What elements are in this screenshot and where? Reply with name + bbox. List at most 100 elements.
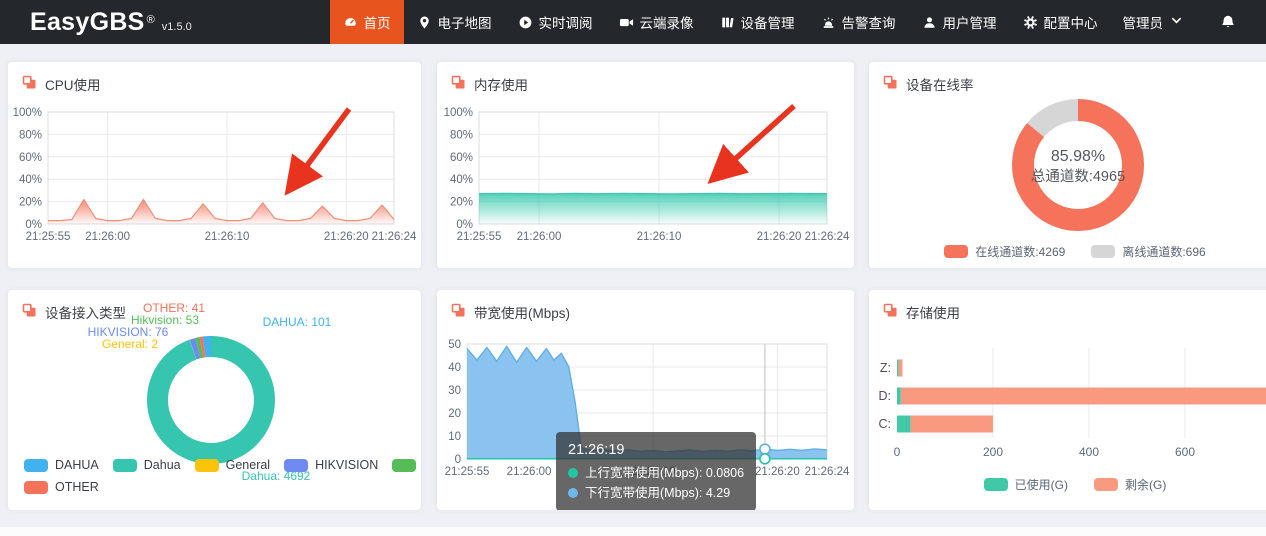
panel-icon [883, 303, 897, 317]
nav-item-2[interactable]: 实时调阅 [505, 0, 606, 44]
legend-type-item-2[interactable]: General [194, 458, 270, 472]
panel-title: 存储使用 [883, 302, 960, 322]
admin-menu[interactable]: 管理员 [1123, 12, 1185, 32]
svg-text:600: 600 [1175, 445, 1195, 459]
panel-title-icon [451, 303, 466, 321]
svg-text:20: 20 [448, 408, 461, 420]
panel-title-text: 设备在线率 [906, 78, 974, 93]
legend-type-item-1[interactable]: Dahua [112, 458, 181, 472]
memory-usage-panel: 内存使用 0% 20% 40% 60% 80% 100% 21:25:55 21:26:00 2… [437, 62, 854, 268]
legend-swatch [112, 458, 137, 472]
panel-title-text: 设备接入类型 [45, 306, 126, 321]
legend-swatch [24, 458, 48, 472]
svg-text:0%: 0% [456, 219, 473, 231]
user-icon [923, 16, 935, 28]
svg-text:200: 200 [983, 445, 1003, 459]
svg-text:21:26:10: 21:26:10 [631, 466, 676, 478]
map-pin-icon [419, 16, 429, 28]
svg-text:21:25:55: 21:25:55 [457, 231, 502, 243]
svg-text:21:25:55: 21:25:55 [445, 466, 490, 478]
storage-usage-chart[interactable]: 0 200 400 600 Z: D: C: [869, 334, 1266, 479]
svg-text:10: 10 [448, 431, 461, 443]
alarm-icon [823, 17, 833, 28]
svg-text:21:26:24: 21:26:24 [372, 231, 417, 243]
nav-item-3[interactable]: 云端录像 [606, 0, 707, 44]
panel-title-icon [883, 75, 898, 93]
svg-text:21:26:20: 21:26:20 [755, 466, 800, 478]
legend-online-item-0[interactable]: 在线通道数:4269 [944, 243, 1065, 260]
svg-text:40%: 40% [19, 174, 42, 186]
svg-text:21:26:00: 21:26:00 [85, 231, 130, 243]
svg-text:80%: 80% [19, 129, 42, 141]
device-type-legend-row2: OTHER [24, 480, 416, 494]
legend-swatch [1091, 245, 1116, 258]
svg-text:Z:: Z: [880, 361, 891, 375]
svg-text:60%: 60% [19, 152, 42, 164]
nav-item-0[interactable]: 首页 [329, 0, 404, 44]
admin-label: 管理员 [1122, 16, 1164, 31]
svg-text:21:26:10: 21:26:10 [637, 231, 682, 243]
device-online-donut-chart[interactable]: 85.98% 总通道数:4965 [869, 62, 1266, 268]
cpu-usage-chart[interactable]: 0% 20% 40% 60% 80% 100% 21:25:55 21:26:00 21:26:… [8, 102, 421, 262]
svg-text:21:26:00: 21:26:00 [517, 231, 562, 243]
legend-type-item-4[interactable]: Hikvision [392, 458, 421, 472]
device-online-rate-panel: 设备在线率 85.98% 总通道数:4965 在线通道数:4269 离线通道数:69… [869, 62, 1266, 268]
svg-text:HIKVISION: 76: HIKVISION: 76 [88, 325, 169, 339]
svg-text:100%: 100% [13, 107, 42, 119]
device-icon [721, 17, 733, 27]
svg-text:0: 0 [455, 454, 461, 466]
legend-swatch [284, 458, 309, 472]
nav-item-6[interactable]: 用户管理 [909, 0, 1010, 44]
panel-icon [883, 75, 897, 89]
panel-title-icon [22, 303, 37, 321]
chevron-down-icon [1169, 13, 1184, 31]
version-label: v1.5.0 [161, 20, 192, 33]
nav-item-4[interactable]: 设备管理 [707, 0, 808, 44]
device-online-legend: 在线通道数:4269 离线通道数:696 [869, 243, 1266, 260]
nav-item-1[interactable]: 电子地图 [404, 0, 505, 44]
panel-title: CPU使用 [22, 74, 101, 94]
cpu-usage-panel: CPU使用 0% 20% 40% 60% 80% 100% 21:25:55 21:26:00… [8, 62, 421, 268]
svg-text:40: 40 [448, 362, 461, 374]
bandwidth-usage-panel: 带宽使用(Mbps) 0 10 20 30 40 50 21:25:55 21:26:00 21… [437, 290, 854, 510]
panel-title-text: CPU使用 [45, 78, 101, 93]
svg-text:30: 30 [448, 385, 461, 397]
legend-storage-item-0[interactable]: 已使用(G) [983, 476, 1068, 493]
brand-logo[interactable]: EasyGBS ® v1.5.0 [30, 8, 192, 37]
panel-title-icon [451, 75, 466, 93]
panel-title: 内存使用 [451, 74, 528, 94]
registered-mark: ® [146, 13, 155, 26]
svg-text:21:26:20: 21:26:20 [757, 231, 802, 243]
svg-text:80%: 80% [450, 129, 473, 141]
bell-icon[interactable] [1220, 14, 1236, 30]
device-access-type-panel: 设备接入类型 OTHER: 41 Hikvision: 53 HIKVISION: … [8, 290, 421, 510]
svg-text:0%: 0% [25, 219, 42, 231]
storage-legend: 已使用(G) 剩余(G) [869, 476, 1266, 493]
bottom-strip [0, 527, 1266, 536]
storage-usage-panel: 存储使用 0 200 400 600 Z: D: C: 已使用(G) 剩余(G) [869, 290, 1266, 510]
svg-text:20%: 20% [450, 197, 473, 209]
legend-type-item-0[interactable]: DAHUA [24, 458, 99, 472]
svg-text:OTHER: 41: OTHER: 41 [143, 301, 205, 315]
main-menu: 首页 电子地图 实时调阅 云端录像 设备管理 告警查询 用户管理 配置中心 [329, 0, 1111, 44]
nav-item-5[interactable]: 告警查询 [808, 0, 909, 44]
legend-swatch [983, 478, 1008, 491]
memory-usage-chart[interactable]: 0% 20% 40% 60% 80% 100% 21:25:55 21:26:00 21:26:… [437, 102, 854, 262]
panel-title-icon [22, 75, 37, 93]
legend-swatch [1094, 478, 1118, 491]
legend-swatch [24, 480, 48, 494]
svg-text:100%: 100% [444, 107, 473, 119]
legend-type-item-3[interactable]: HIKVISION [284, 458, 378, 472]
svg-text:21:26:10: 21:26:10 [205, 231, 250, 243]
legend-type-item-r2-0[interactable]: OTHER [24, 480, 99, 494]
panel-icon [451, 75, 465, 89]
legend-storage-item-1[interactable]: 剩余(G) [1094, 476, 1166, 493]
legend-online-item-1[interactable]: 离线通道数:696 [1091, 243, 1206, 260]
svg-text:85.98%: 85.98% [1051, 148, 1105, 165]
camera-icon [619, 18, 633, 26]
bandwidth-usage-chart[interactable]: 0 10 20 30 40 50 21:25:55 21:26:00 21:26:10 21:26… [437, 332, 854, 507]
panel-icon [22, 75, 36, 89]
nav-item-7[interactable]: 配置中心 [1010, 0, 1111, 44]
chevron-down-icon [1171, 17, 1182, 24]
